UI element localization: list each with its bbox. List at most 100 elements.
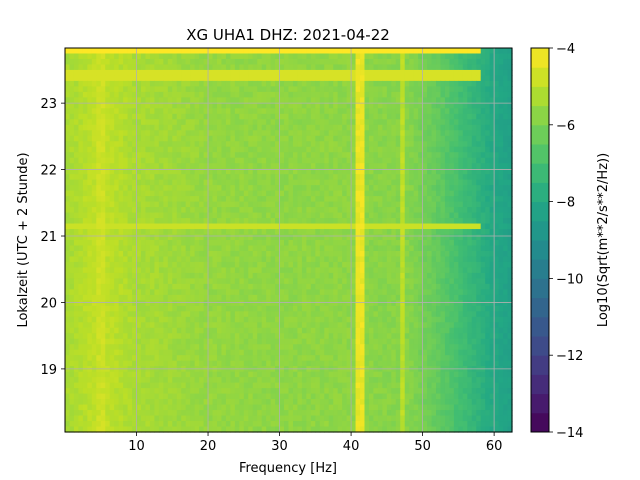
heatmap-cell [225,80,231,87]
heatmap-cell [360,300,366,307]
heatmap-cell [167,86,173,93]
chart-title: XG UHA1 DHZ: 2021-04-22 [186,26,390,44]
heatmap-cell [118,174,124,181]
heatmap-cell [324,283,330,290]
heatmap-cell [158,256,164,263]
heatmap-cell [360,64,366,71]
heatmap-cell [239,124,245,131]
heatmap-cell [400,48,406,55]
heatmap-cell [494,272,500,279]
heatmap-cell [199,135,205,142]
heatmap-cell [176,86,182,93]
heatmap-cell [105,69,111,77]
heatmap-cell [257,256,263,263]
heatmap-cell [132,305,138,312]
heatmap-cell [319,64,325,71]
heatmap-cell [140,316,147,323]
heatmap-cell [87,97,93,104]
heatmap-cell [292,97,299,104]
heatmap-cell [132,179,138,186]
heatmap-cell [288,146,294,153]
heatmap-cell [252,229,258,236]
heatmap-cell [149,179,155,186]
heatmap-cell [368,48,375,55]
heatmap-cell [266,130,272,137]
heatmap-cell [449,97,455,104]
heatmap-cell [243,261,249,269]
heatmap-cell [167,250,173,258]
heatmap-cell [342,130,348,137]
heatmap-cell [422,163,428,170]
heatmap-cell [158,152,164,159]
heatmap-cell [91,278,97,285]
heatmap-cell [190,119,196,126]
heatmap-cell [467,261,473,269]
heatmap-cell [440,174,446,181]
heatmap-cell [306,108,312,115]
heatmap-cell [221,305,227,312]
heatmap-cell [261,245,267,252]
heatmap-cell [100,289,106,296]
heatmap-cell [82,267,88,274]
heatmap-cell [172,300,178,307]
heatmap-cell [391,256,397,263]
heatmap-cell [212,283,218,290]
heatmap-cell [163,53,169,60]
heatmap-cell [96,289,102,296]
heatmap-cell [333,316,339,323]
heatmap-cell [292,283,299,290]
heatmap-cell [252,234,258,241]
heatmap-cell [199,256,205,263]
heatmap-cell [145,174,151,181]
heatmap-cell [436,240,442,247]
heatmap-cell [252,48,258,55]
heatmap-cell [288,283,294,290]
heatmap-cell [91,163,97,170]
heatmap-cell [114,245,120,252]
heatmap-cell [462,283,468,290]
heatmap-cell [65,196,71,203]
heatmap-cell [333,80,339,87]
heatmap-cell [225,261,231,269]
heatmap-cell [449,174,455,181]
heatmap-cell [494,300,500,307]
heatmap-cell [310,179,316,186]
heatmap-cell [167,267,173,274]
heatmap-cell [400,190,406,197]
heatmap-cell [453,229,459,236]
heatmap-cell [239,311,245,318]
heatmap-cell [87,196,93,203]
heatmap-cell [467,91,473,98]
heatmap-cell [346,256,352,263]
heatmap-cell [471,113,477,120]
heatmap-cell [105,97,111,104]
heatmap-cell [252,168,258,175]
heatmap-cell [140,113,147,120]
heatmap-cell [471,135,477,142]
heatmap-cell [288,250,294,258]
heatmap-cell [364,272,370,279]
heatmap-cell [382,311,388,318]
heatmap-cell [266,316,272,323]
heatmap-cell [288,64,294,71]
heatmap-cell [494,179,500,186]
heatmap-cell [328,97,334,104]
heatmap-cell [449,245,455,252]
heatmap-cell [301,300,307,307]
heatmap-cell [328,256,334,263]
heatmap-cell [485,58,491,66]
heatmap-cell [163,69,169,77]
heatmap-cell [114,300,120,307]
heatmap-cell [360,163,366,170]
heatmap-cell [288,218,294,225]
heatmap-cell [467,223,473,230]
heatmap-cell [82,58,88,66]
heatmap-cell [190,234,196,241]
heatmap-cell [444,311,451,318]
heatmap-cell [351,190,357,197]
heatmap-cell [176,75,182,82]
heatmap-cell [118,201,124,208]
heatmap-cell [360,272,366,279]
heatmap-cell [288,163,294,170]
heatmap-cell [69,229,75,236]
